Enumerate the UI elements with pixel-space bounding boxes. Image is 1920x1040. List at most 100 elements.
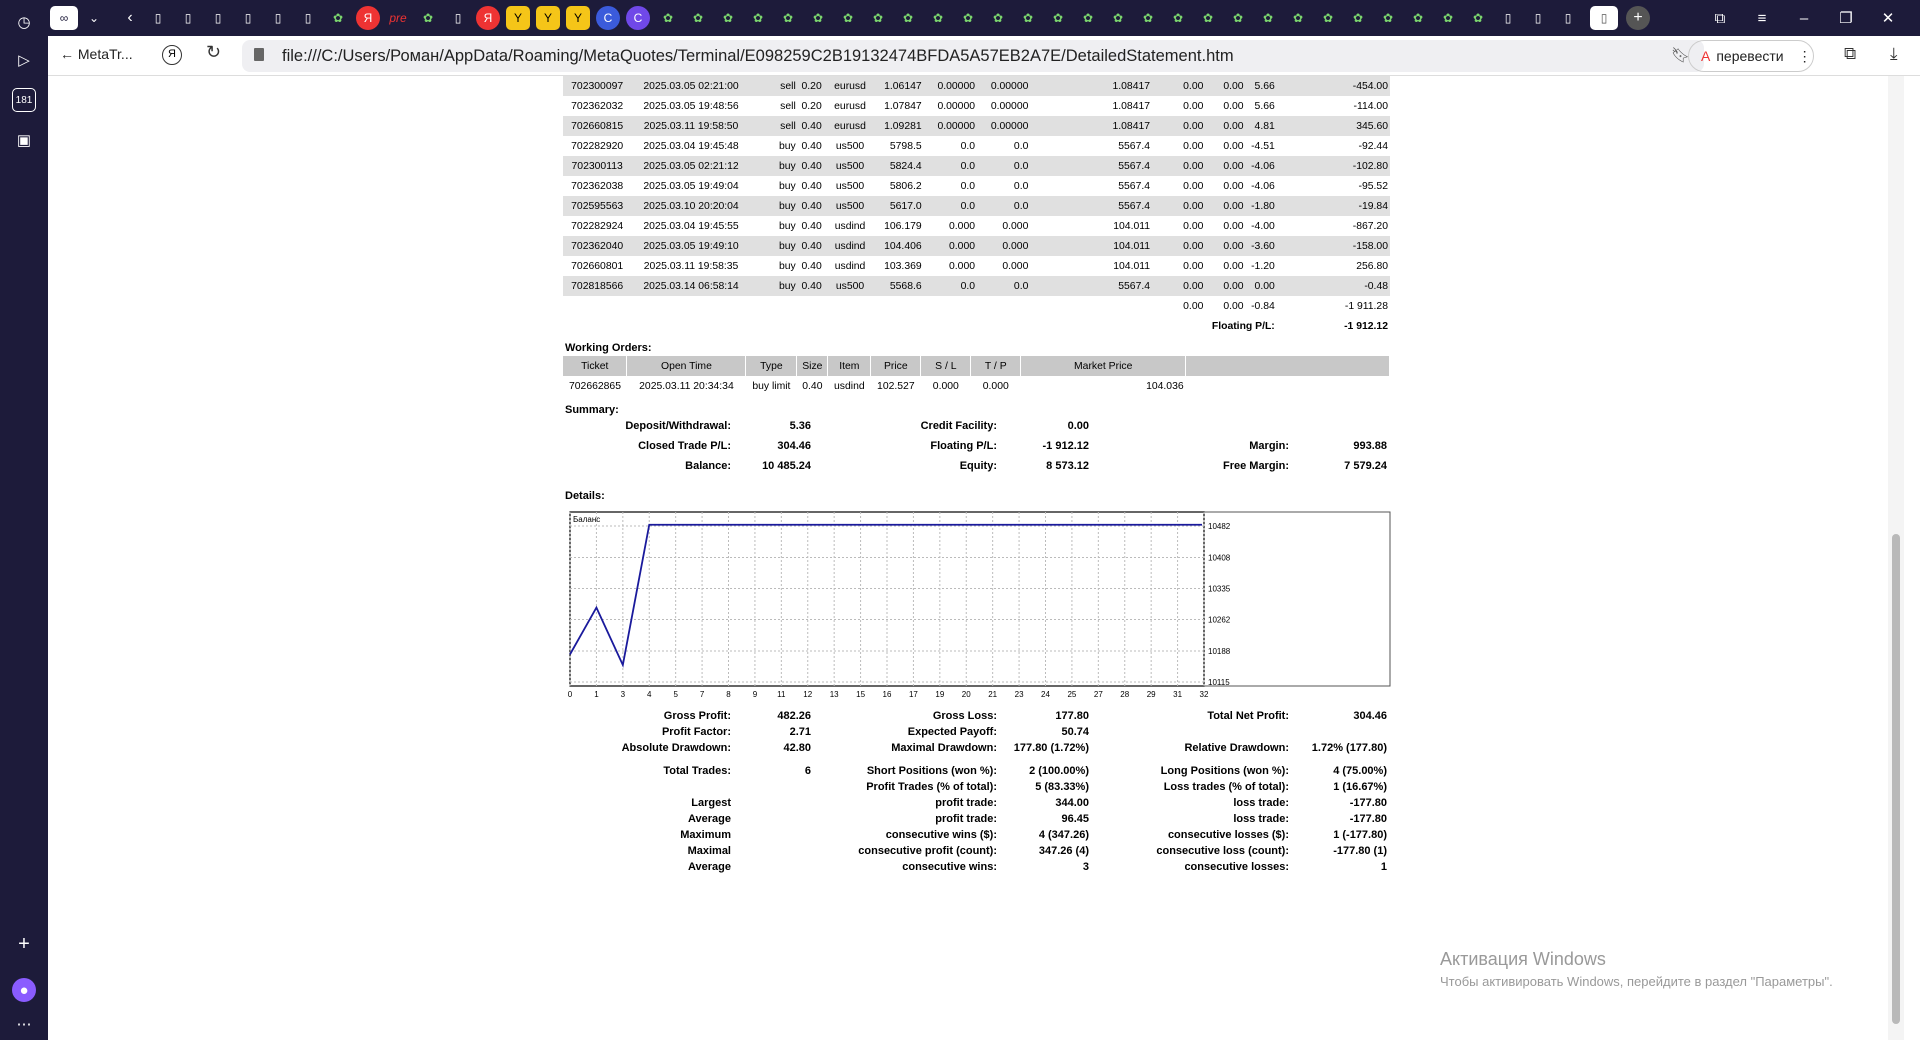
position-cell: 0.000 [1002, 260, 1029, 272]
column-header: Open Time [626, 356, 747, 376]
column-header: Item [827, 356, 872, 376]
history-icon[interactable]: ◷ [17, 14, 31, 31]
tab-site-icon[interactable]: ✿ [962, 11, 974, 25]
calendar-badge-icon[interactable]: 181 [12, 88, 36, 112]
address-field[interactable]: file:///C:/Users/Роман/AppData/Roaming/M… [242, 40, 1704, 72]
tab-site-icon[interactable]: ✿ [752, 11, 764, 25]
tab-site-icon[interactable]: ✿ [1052, 11, 1064, 25]
tab-site-icon[interactable]: ✿ [1352, 11, 1364, 25]
tab-site-icon[interactable]: C [596, 6, 620, 30]
position-cell: 0.00000 [923, 116, 978, 136]
play-icon[interactable]: ▷ [18, 52, 30, 69]
tab-site-icon[interactable]: Y [566, 6, 590, 30]
position-row: 702282924 2025.03.04 19:45:55 buy 0.40 usdin… [563, 216, 1390, 236]
close-icon[interactable]: ✕ [1881, 10, 1895, 27]
tab-site-icon[interactable]: ✿ [932, 11, 944, 25]
tab-site-icon[interactable]: ✿ [722, 11, 734, 25]
tab-doc-icon[interactable]: ▯ [304, 11, 312, 25]
tab-site-icon[interactable]: Y [536, 6, 560, 30]
translate-more-icon[interactable]: ⋮ [1797, 47, 1812, 64]
scrollbar-thumb[interactable] [1892, 534, 1900, 1024]
tab-scroll-left-icon[interactable]: ‹ [127, 9, 133, 26]
tab-site-icon[interactable]: ✿ [1262, 11, 1274, 25]
tab-site-icon[interactable]: ✿ [1322, 11, 1334, 25]
tab-site-icon[interactable]: ✿ [1082, 11, 1094, 25]
tab-site-icon[interactable]: ✿ [902, 11, 914, 25]
add-panel-icon[interactable]: + [18, 932, 30, 955]
back-button[interactable]: ← MetaTr... [60, 46, 133, 62]
tab-doc-icon[interactable]: ▯ [184, 11, 192, 25]
tab-doc-icon[interactable]: ▯ [1534, 11, 1542, 25]
url-text[interactable]: file:///C:/Users/Роман/AppData/Roaming/M… [282, 47, 1234, 65]
tab-site-icon[interactable]: ✿ [1472, 11, 1484, 25]
tab-site-icon[interactable]: ✿ [1292, 11, 1304, 25]
more-icon[interactable]: ⋯ [16, 1016, 32, 1033]
tab-doc-icon[interactable]: ▯ [214, 11, 222, 25]
tab-site-icon[interactable]: ✿ [1202, 11, 1214, 25]
tab-group-icon[interactable]: ∞ [50, 6, 78, 30]
tab-doc-icon[interactable]: ▯ [1564, 11, 1572, 25]
chart-x-tick-label: 16 [883, 690, 892, 699]
position-cell: -3.60 [1245, 236, 1277, 256]
menu-icon[interactable]: ≡ [1757, 9, 1767, 27]
active-tab[interactable]: ▯ [1590, 6, 1618, 30]
bookmarks-panel-icon[interactable]: ⧉ [1714, 9, 1726, 27]
tab-site-icon[interactable]: ✿ [332, 11, 344, 25]
position-cell: 4.81 [1245, 116, 1277, 136]
reload-icon[interactable]: ↻ [206, 42, 222, 62]
floating-value: -1 912.12 [1344, 320, 1388, 332]
tab-site-icon[interactable]: ✿ [662, 11, 674, 25]
bookmark-icon[interactable]: 🔖︎ [1670, 47, 1690, 64]
tab-doc-icon[interactable]: ▯ [1504, 11, 1512, 25]
position-row: 702300113 2025.03.05 02:21:12 buy 0.40 us500… [563, 156, 1390, 176]
new-tab-icon[interactable]: + [1626, 6, 1650, 30]
chart-x-tick-label: 32 [1200, 690, 1209, 699]
position-cell: 0.40 [797, 276, 826, 296]
stat-avg-cons-wins: 3 [1082, 861, 1089, 873]
tab-site-icon[interactable]: ✿ [1172, 11, 1184, 25]
tab-yandex-icon[interactable]: Я [476, 6, 500, 30]
collections-icon[interactable]: ⧉ [1844, 44, 1857, 63]
position-cell: 0.00000 [977, 116, 1031, 136]
tab-site-icon[interactable]: ✿ [1142, 11, 1154, 25]
tab-site-icon[interactable]: ✿ [992, 11, 1004, 25]
tab-doc-icon[interactable]: ▯ [274, 11, 282, 25]
screenshot-icon[interactable]: ▣ [16, 132, 32, 149]
tab-site-icon[interactable]: ✿ [872, 11, 884, 25]
page-scrollbar[interactable] [1888, 76, 1904, 1040]
tab-site-icon[interactable]: ✿ [692, 11, 704, 25]
tab-site-icon[interactable]: ✿ [842, 11, 854, 25]
tab-doc-icon[interactable]: ▯ [154, 11, 162, 25]
chart-x-tick-label: 25 [1067, 690, 1076, 699]
tab-site-icon[interactable]: Y [506, 6, 530, 30]
position-cell: 5.66 [1254, 100, 1275, 112]
tab-site-icon[interactable]: ✿ [812, 11, 824, 25]
tab-site-icon[interactable]: ✿ [1022, 11, 1034, 25]
yandex-icon[interactable]: Я [162, 45, 182, 65]
tab-site-icon[interactable]: C [626, 6, 650, 30]
chart-x-tick-label: 0 [568, 690, 573, 699]
position-cell: 0.40 [801, 260, 822, 272]
tab-site-icon[interactable]: ✿ [1442, 11, 1454, 25]
tab-list-chevron-icon[interactable]: ⌄ [88, 11, 100, 25]
minimize-icon[interactable]: – [1799, 9, 1809, 27]
tab-site-icon[interactable]: ✿ [422, 11, 434, 25]
tab-site-icon[interactable]: pre [389, 11, 407, 25]
tab-doc-icon[interactable]: ▯ [454, 11, 462, 25]
tab-doc-icon[interactable]: ▯ [244, 11, 252, 25]
restore-icon[interactable]: ❐ [1839, 10, 1853, 27]
downloads-icon[interactable]: ⤓ [1890, 44, 1898, 63]
chart-grid [569, 512, 1205, 686]
alice-assistant-icon[interactable]: ● [12, 978, 36, 1002]
tab-site-icon[interactable]: ✿ [1112, 11, 1124, 25]
summary-title: Summary: [565, 404, 619, 416]
tab-site-icon[interactable]: ✿ [782, 11, 794, 25]
position-row: 702362032 2025.03.05 19:48:56 sell 0.20 euru… [563, 96, 1390, 116]
stat-average-loss-label: loss trade: [1233, 813, 1289, 825]
tab-site-icon[interactable]: ✿ [1232, 11, 1244, 25]
tab-site-icon[interactable]: ✿ [1412, 11, 1424, 25]
tab-site-icon[interactable]: ✿ [1382, 11, 1394, 25]
tab-yandex-icon[interactable]: Я [356, 6, 380, 30]
position-cell: 0.00 [1205, 236, 1246, 256]
